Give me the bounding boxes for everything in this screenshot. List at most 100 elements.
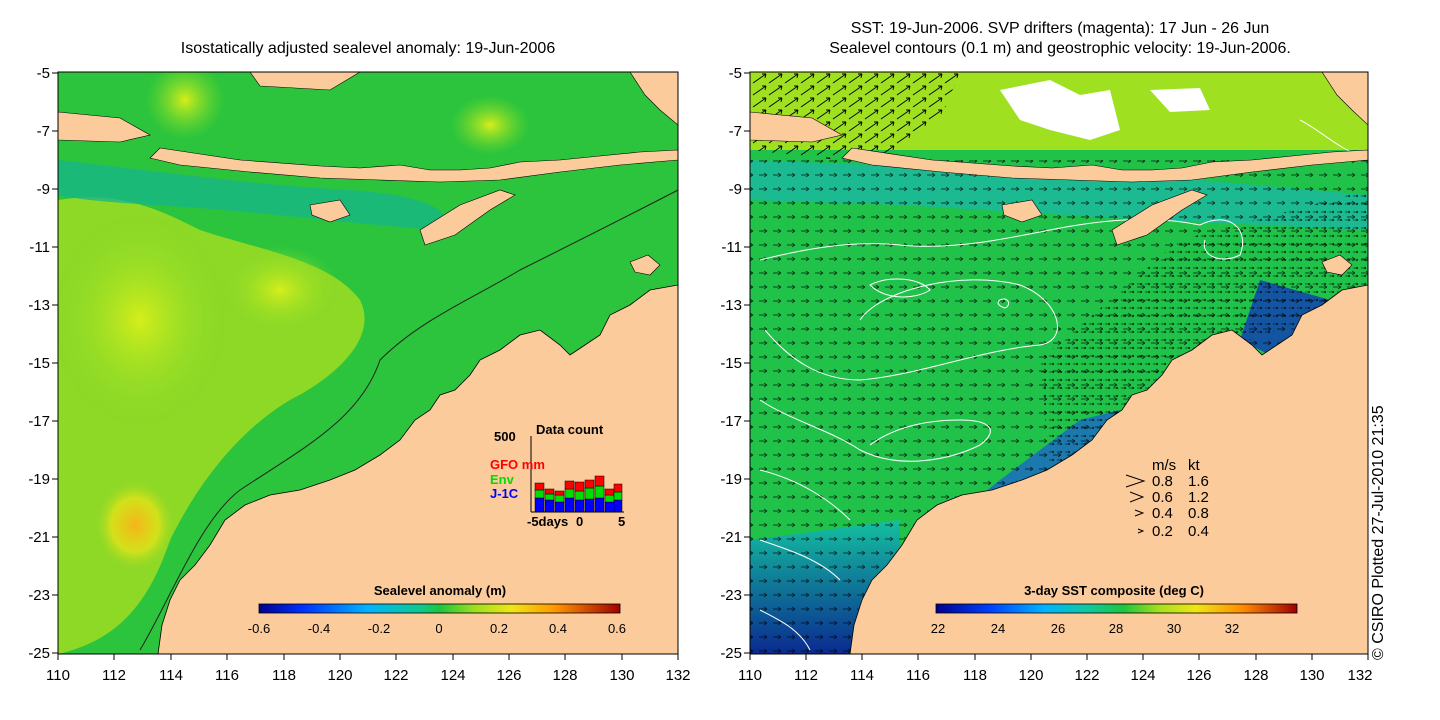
velocity-kt-value: 1.6 <box>1188 473 1209 490</box>
right-map-panel: -5 -7 -9 -11 -13 -15 -17 -19 -21 -23 -25… <box>720 65 1373 684</box>
x-tick-label: 110 <box>46 667 70 684</box>
velocity-legend-ms-header: m/s <box>1152 457 1176 474</box>
timor-island <box>419 189 516 246</box>
x-tick-label: 126 <box>496 667 521 684</box>
sst-colorbar-tick: 30 <box>1167 621 1181 636</box>
x-tick-label: 130 <box>609 667 634 684</box>
x-tick-label: 120 <box>327 667 352 684</box>
max-anomaly-spot <box>95 480 175 570</box>
y-tick-label: -11 <box>29 239 50 256</box>
sst-colorbar-tick: 26 <box>1051 621 1065 636</box>
y-tick-label: -15 <box>28 355 50 372</box>
velocity-ms-value: 0.8 <box>1152 473 1173 490</box>
x-tick-label: 124 <box>1130 667 1155 684</box>
velocity-ms-value: 0.6 <box>1152 489 1173 506</box>
x-tick-label: 132 <box>665 667 690 684</box>
y-tick-label: -19 <box>720 471 742 488</box>
low-anomaly-strip <box>58 160 446 230</box>
y-tick-label: -25 <box>720 645 742 662</box>
sst-colorbar: 3-day SST composite (deg C) 22 24 26 28 … <box>931 583 1298 636</box>
velocity-arrow-icon <box>1134 509 1145 517</box>
sst-colorbar-tick: 32 <box>1225 621 1239 636</box>
y-tick-label: -9 <box>729 181 742 198</box>
data-count-x-mid: 0 <box>576 514 583 529</box>
x-tick-label: 120 <box>1018 667 1043 684</box>
sla-colorbar-tick: -0.6 <box>248 621 270 636</box>
small-island <box>629 254 661 276</box>
australia-land <box>849 284 1368 654</box>
x-tick-label: 118 <box>272 667 296 684</box>
y-tick-label: -5 <box>729 65 742 82</box>
sst-colorbar-tick: 28 <box>1109 621 1123 636</box>
right-y-axis: -5 -7 -9 -11 -13 -15 -17 -19 -21 -23 -25 <box>720 65 750 662</box>
java-land <box>750 111 843 143</box>
y-tick-label: -23 <box>28 587 50 604</box>
left-x-axis: 110 112 114 116 118 120 122 124 126 128 … <box>46 654 691 684</box>
sla-colorbar-tick: -0.4 <box>308 621 330 636</box>
sla-colorbar-tick: 0.6 <box>608 621 626 636</box>
data-count-x-right: 5 <box>618 514 625 529</box>
new-guinea-land <box>1321 72 1368 126</box>
y-tick-label: -9 <box>37 181 50 198</box>
x-tick-label: 116 <box>215 667 239 684</box>
data-count-inset: Data count 500 GFO mm Env J-1C <box>490 422 625 529</box>
cloud-gap <box>1000 80 1120 140</box>
velocity-arrow-icon <box>1125 474 1146 488</box>
x-tick-label: 122 <box>383 667 408 684</box>
y-tick-label: -5 <box>37 65 50 82</box>
x-tick-label: 118 <box>963 667 987 684</box>
timor-island <box>1111 189 1208 246</box>
y-tick-label: -19 <box>28 471 50 488</box>
x-tick-label: 130 <box>1299 667 1324 684</box>
x-tick-label: 128 <box>552 667 577 684</box>
y-tick-label: -7 <box>37 123 50 140</box>
x-tick-label: 122 <box>1074 667 1099 684</box>
velocity-ms-value: 0.2 <box>1152 523 1173 540</box>
data-count-bars <box>534 475 623 513</box>
y-tick-label: -11 <box>721 239 742 256</box>
x-tick-label: 116 <box>906 667 930 684</box>
y-tick-label: -15 <box>720 355 742 372</box>
right-panel-title-line2: Sealevel contours (0.1 m) and geostrophi… <box>829 40 1291 57</box>
x-tick-label: 126 <box>1186 667 1211 684</box>
y-tick-label: -7 <box>729 123 742 140</box>
sst-colorbar-ramp <box>935 603 1298 614</box>
velocity-kt-value: 0.8 <box>1188 505 1209 522</box>
data-count-title: Data count <box>536 422 604 437</box>
y-tick-label: -23 <box>720 587 742 604</box>
y-tick-label: -25 <box>28 645 50 662</box>
x-tick-label: 110 <box>738 667 762 684</box>
small-island <box>1321 254 1353 276</box>
left-panel-title: Isostatically adjusted sealevel anomaly:… <box>180 40 556 57</box>
x-tick-label: 112 <box>794 667 818 684</box>
legend-gfo: GFO mm <box>490 457 545 472</box>
sumba-island <box>1001 199 1043 223</box>
data-count-x-left: -5days <box>527 514 568 529</box>
left-map-panel: -5 -7 -9 -11 -13 -15 -17 -19 -21 -23 -25… <box>28 65 691 684</box>
right-panel-title-line1: SST: 19-Jun-2006. SVP drifters (magenta)… <box>850 20 1270 37</box>
sla-colorbar-tick: 0.4 <box>549 621 567 636</box>
x-tick-label: 124 <box>440 667 465 684</box>
x-tick-label: 132 <box>1347 667 1372 684</box>
right-x-axis: 110 112 114 116 118 120 122 124 126 128 … <box>738 654 1373 684</box>
velocity-arrow-icon <box>1129 491 1145 503</box>
high-anomaly-core <box>58 210 230 430</box>
legend-j1c: J-1C <box>490 486 519 501</box>
lesser-sunda-islands <box>841 147 1368 183</box>
sla-colorbar-tick: 0 <box>435 621 442 636</box>
velocity-legend-kt-header: kt <box>1188 457 1201 474</box>
x-tick-label: 112 <box>102 667 126 684</box>
y-tick-label: -13 <box>720 297 742 314</box>
sla-colorbar-label: Sealevel anomaly (m) <box>374 583 506 598</box>
sst-colorbar-tick: 22 <box>931 621 945 636</box>
x-tick-label: 114 <box>850 667 874 684</box>
sla-colorbar: Sealevel anomaly (m) -0.6 -0.4 -0.2 0 0.… <box>248 583 626 636</box>
left-y-axis: -5 -7 -9 -11 -13 -15 -17 -19 -21 -23 -25 <box>28 65 58 662</box>
cloud-gap <box>1150 88 1210 112</box>
x-tick-label: 128 <box>1243 667 1268 684</box>
shelf-contour <box>139 189 678 651</box>
sst-colorbar-tick: 24 <box>991 621 1005 636</box>
sumba-island <box>309 199 351 223</box>
new-guinea-land <box>629 72 678 126</box>
y-tick-label: -17 <box>28 413 50 430</box>
